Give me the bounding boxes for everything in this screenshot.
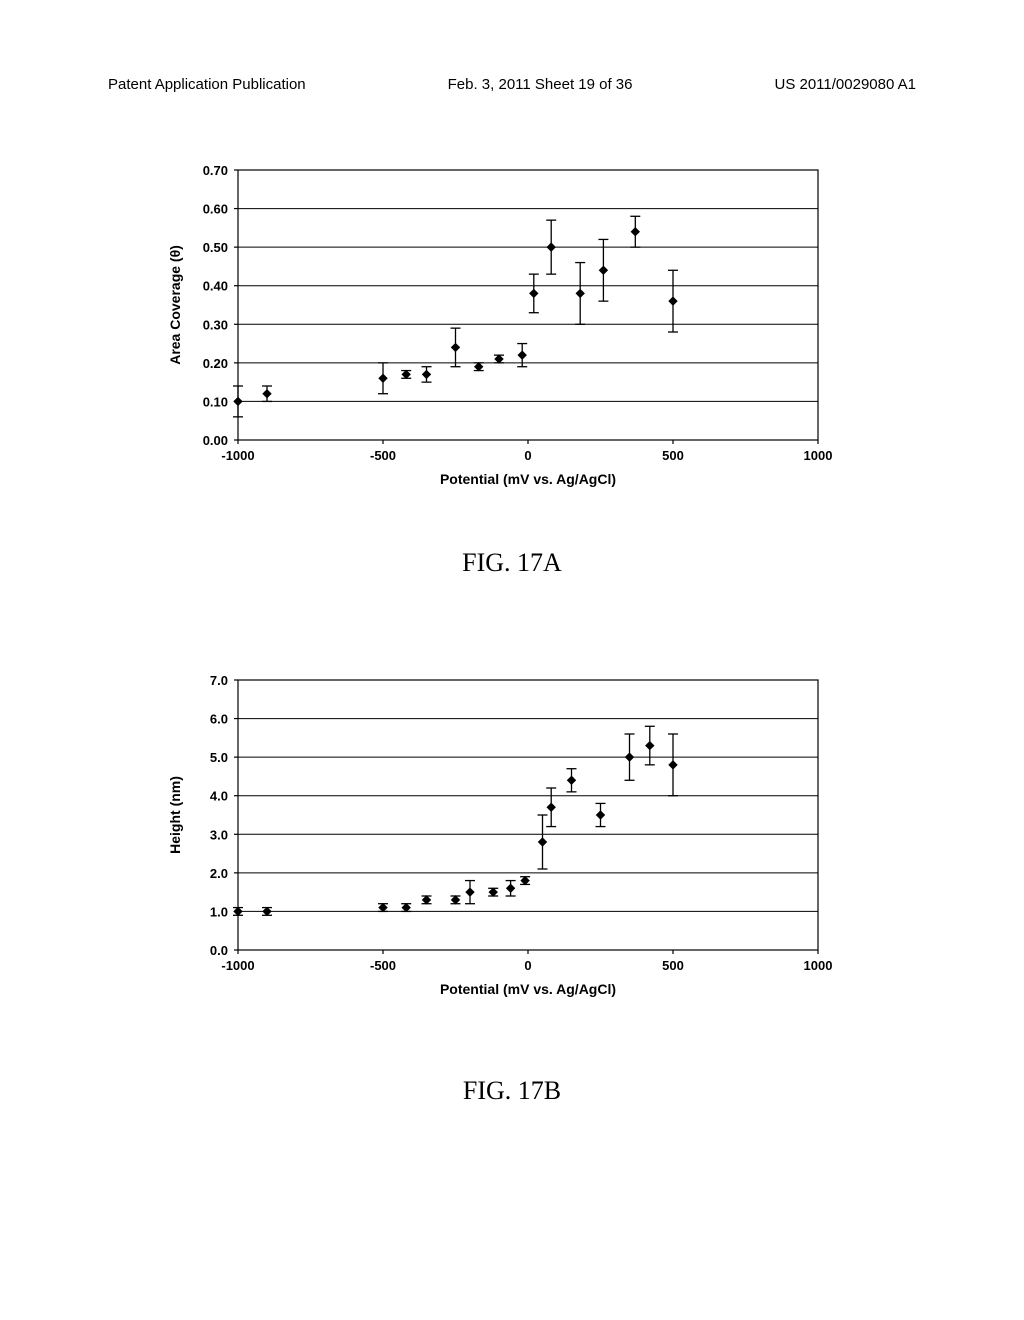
svg-text:1000: 1000 [804,448,833,463]
svg-text:0.40: 0.40 [203,279,228,294]
chart-b-svg: 0.0 1.0 2.0 3.0 4.0 5.0 6.0 7.0 -1000 -500 0 500 100… [160,670,860,1030]
svg-text:Height (nm): Height (nm) [167,776,183,854]
svg-text:7.0: 7.0 [210,673,228,688]
chart-fig-17b: 0.0 1.0 2.0 3.0 4.0 5.0 6.0 7.0 -1000 -500 0 500 100… [160,670,860,1030]
svg-text:-1000: -1000 [221,448,254,463]
svg-text:0.0: 0.0 [210,943,228,958]
svg-text:6.0: 6.0 [210,712,228,727]
page-header: Patent Application Publication Feb. 3, 2… [0,76,1024,93]
svg-text:0: 0 [524,958,531,973]
svg-text:1.0: 1.0 [210,904,228,919]
caption-fig-17b: FIG. 17B [0,1076,1024,1106]
svg-text:0.70: 0.70 [203,163,228,178]
svg-text:0.50: 0.50 [203,240,228,255]
svg-text:0.00: 0.00 [203,433,228,448]
chart-a-svg: 0.00 0.10 0.20 0.30 0.40 0.50 0.60 0.70 -1000 -50… [160,160,860,520]
svg-text:Area Coverage (θ): Area Coverage (θ) [167,245,183,365]
svg-text:-1000: -1000 [221,958,254,973]
svg-text:-500: -500 [370,958,396,973]
svg-text:0.20: 0.20 [203,356,228,371]
svg-text:4.0: 4.0 [210,789,228,804]
svg-text:3.0: 3.0 [210,827,228,842]
header-right: US 2011/0029080 A1 [774,76,916,93]
svg-text:0.10: 0.10 [203,394,228,409]
svg-text:2.0: 2.0 [210,866,228,881]
chart-fig-17a: 0.00 0.10 0.20 0.30 0.40 0.50 0.60 0.70 -1000 -50… [160,160,860,520]
svg-text:0: 0 [524,448,531,463]
svg-text:-500: -500 [370,448,396,463]
header-left: Patent Application Publication [108,76,306,93]
svg-text:0.30: 0.30 [203,317,228,332]
caption-fig-17a: FIG. 17A [0,548,1024,578]
svg-text:Potential (mV vs. Ag/AgCl): Potential (mV vs. Ag/AgCl) [440,471,616,487]
svg-text:500: 500 [662,448,684,463]
svg-text:500: 500 [662,958,684,973]
header-center: Feb. 3, 2011 Sheet 19 of 36 [448,76,633,93]
svg-text:5.0: 5.0 [210,750,228,765]
svg-text:0.60: 0.60 [203,202,228,217]
svg-text:Potential (mV vs. Ag/AgCl): Potential (mV vs. Ag/AgCl) [440,981,616,997]
svg-text:1000: 1000 [804,958,833,973]
